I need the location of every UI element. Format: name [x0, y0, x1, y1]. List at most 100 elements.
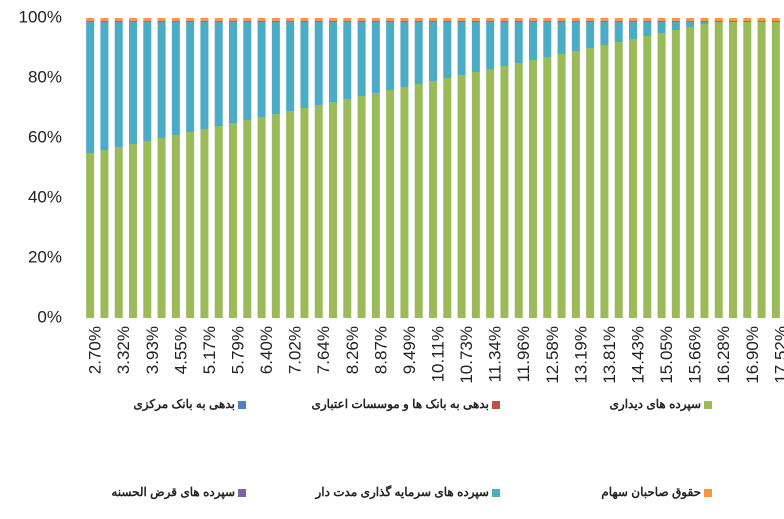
bar-segment	[729, 21, 737, 22]
bar-segment	[743, 21, 752, 22]
bar-segment	[686, 21, 695, 27]
bar-segment	[86, 21, 95, 22]
bar-segment	[414, 21, 423, 22]
bar-segment	[486, 21, 495, 22]
bar-segment	[429, 21, 437, 81]
bar-segment	[714, 21, 723, 319]
x-tick-label: 16.90%	[743, 326, 762, 384]
bar-segment	[357, 21, 366, 96]
bar-segment	[143, 21, 152, 22]
bar-segment	[171, 135, 180, 318]
bar-segment	[343, 99, 352, 318]
bar-segment	[543, 18, 552, 21]
bar-segment	[257, 21, 266, 117]
x-tick-label: 11.34%	[486, 326, 505, 382]
bar-segment	[500, 21, 509, 22]
x-tick-label: 7.64%	[314, 326, 333, 374]
bar-segment	[557, 21, 566, 54]
bar-segment	[657, 21, 666, 22]
x-tick-label: 4.55%	[171, 326, 190, 374]
bar-segment	[186, 18, 195, 21]
bar-segment	[643, 18, 652, 21]
bar-segment	[700, 21, 709, 22]
bar-segment	[243, 18, 252, 21]
bar-segment	[386, 21, 395, 90]
bar-segment	[300, 18, 309, 21]
bar-segment	[271, 114, 280, 318]
bar-segment	[429, 81, 437, 318]
bar-segment	[643, 21, 652, 36]
bar-segment	[314, 21, 323, 105]
bar-segment	[771, 21, 780, 319]
bar-segment	[529, 21, 537, 60]
bar-segment	[429, 18, 437, 21]
bar-segment	[186, 132, 195, 318]
bar-segment	[600, 45, 609, 318]
x-tick-label: 10.11%	[428, 326, 447, 382]
x-tick-label: 5.17%	[200, 326, 219, 374]
bar-segment	[314, 21, 323, 22]
bar-segment	[357, 18, 366, 21]
bar-segment	[471, 21, 480, 72]
y-tick-label: 0%	[37, 307, 62, 326]
bar-segment	[629, 21, 637, 39]
bar-segment	[457, 18, 466, 21]
bar-segment	[200, 21, 209, 129]
bar-segment	[186, 21, 195, 22]
bar-segment	[557, 18, 566, 21]
bar-segment	[343, 21, 352, 22]
bar-segment	[757, 18, 766, 21]
bar-segment	[143, 21, 152, 141]
bar-segment	[100, 21, 109, 22]
bar-segment	[529, 18, 537, 21]
bar-segment	[557, 21, 566, 22]
bar-segment	[257, 21, 266, 22]
bar-segment	[571, 51, 580, 318]
bar-segment	[714, 18, 723, 21]
y-tick-label: 40%	[28, 187, 62, 206]
bar-segment	[771, 21, 780, 22]
bar-segment	[100, 150, 109, 318]
bar-segment	[443, 18, 452, 21]
bar-segment	[300, 21, 309, 108]
bar-segment	[200, 129, 209, 318]
bar-segment	[129, 18, 137, 21]
legend-label: سپرده های قرض الحسنه	[111, 485, 235, 500]
x-tick-label: 3.93%	[143, 326, 162, 374]
bar-segment	[614, 18, 623, 21]
x-tick-label: 15.66%	[686, 326, 705, 384]
x-tick-label: 6.40%	[257, 326, 276, 374]
bar-segment	[371, 18, 380, 21]
bar-segment	[629, 21, 637, 22]
bar-segment	[586, 48, 595, 318]
bar-segment	[243, 21, 252, 22]
bar-segment	[743, 18, 752, 21]
bar-segment	[200, 18, 209, 21]
bar-segment	[343, 21, 352, 99]
x-tick-label: 5.79%	[228, 326, 247, 374]
bar-segment	[243, 21, 252, 120]
legend-label: بدهی به بانک مرکزی	[133, 397, 235, 412]
x-tick-label: 13.19%	[571, 326, 590, 384]
bar-segment	[400, 21, 409, 22]
bar-segment	[329, 102, 337, 318]
bar-segment	[657, 18, 666, 21]
bar-segment	[414, 18, 423, 21]
bar-segment	[586, 21, 595, 48]
bar-segment	[757, 21, 766, 319]
legend-swatch	[704, 401, 712, 409]
bar-segment	[171, 21, 180, 135]
x-tick-label: 3.32%	[114, 326, 133, 374]
bar-segment	[614, 42, 623, 318]
bar-segment	[771, 18, 780, 21]
bar-segment	[229, 123, 237, 318]
bar-segment	[243, 120, 252, 318]
x-tick-label: 8.87%	[371, 326, 390, 374]
bar-segment	[543, 57, 552, 318]
bar-segment	[157, 18, 166, 21]
bar-segment	[500, 21, 509, 66]
bar-segment	[657, 33, 666, 318]
bar-segment	[457, 21, 466, 22]
bar-segment	[700, 18, 709, 21]
bar-segment	[414, 84, 423, 318]
